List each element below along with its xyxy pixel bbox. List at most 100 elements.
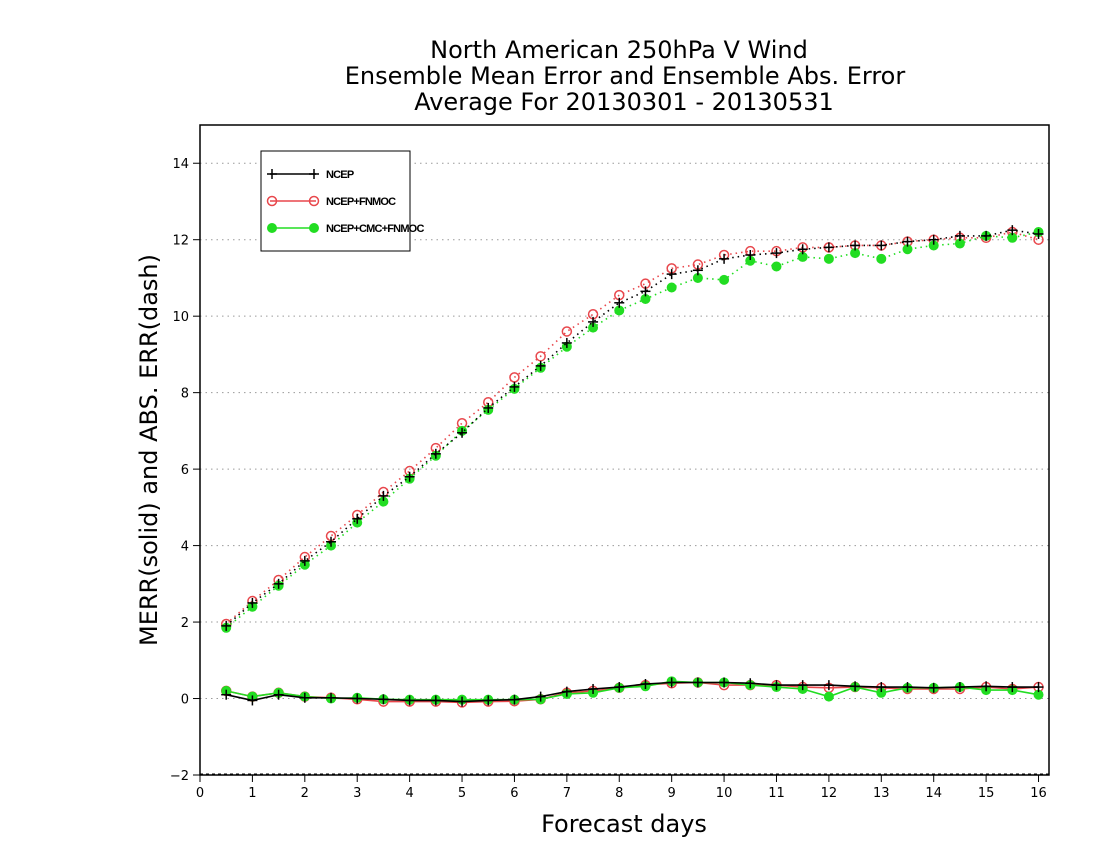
abs-err-point bbox=[561, 337, 572, 348]
chart-title: North American 250hPa V Wind Ensemble Me… bbox=[345, 36, 906, 116]
y-tick-label: −2 bbox=[170, 769, 189, 784]
plot-series bbox=[220, 225, 1044, 708]
abs-err-point bbox=[1033, 228, 1044, 239]
x-tick-label: 1 bbox=[248, 786, 256, 801]
abs-err-point bbox=[509, 381, 520, 392]
merr-point bbox=[561, 686, 572, 697]
y-tick-label: 8 bbox=[181, 387, 189, 402]
x-tick-label: 8 bbox=[615, 786, 623, 801]
abs-err-line bbox=[225, 231, 1039, 629]
abs-err-point bbox=[981, 230, 992, 241]
chart-title-line-3: Average For 20130301 - 20130531 bbox=[414, 88, 834, 116]
y-tick-label: 6 bbox=[181, 463, 189, 478]
x-tick-label: 14 bbox=[925, 786, 942, 801]
x-tick-label: 3 bbox=[353, 786, 361, 801]
merr-point bbox=[745, 678, 756, 689]
abs-err-point bbox=[1007, 225, 1018, 236]
legend-marker bbox=[308, 195, 320, 207]
merr-point bbox=[299, 692, 310, 703]
y-axis-ticks: −2 0 2 4 6 8 10 12 14 bbox=[170, 157, 200, 784]
abs-err-point bbox=[797, 244, 808, 255]
merr-point bbox=[614, 682, 625, 693]
x-tick-label: 4 bbox=[405, 786, 413, 801]
plot-frame bbox=[199, 124, 1050, 776]
abs-err-point bbox=[430, 448, 441, 459]
y-tick-label: 4 bbox=[181, 540, 189, 555]
merr-point bbox=[981, 681, 992, 692]
merr-point bbox=[928, 682, 939, 693]
x-axis-label: Forecast days bbox=[541, 810, 707, 838]
abs-err-point bbox=[771, 261, 782, 272]
legend-marker bbox=[267, 169, 277, 179]
chart-title-line-1: North American 250hPa V Wind bbox=[430, 36, 808, 64]
abs-err-point bbox=[404, 471, 415, 482]
x-axis-ticks: 0 1 2 3 4 5 6 7 8 9 10 11 12 13 14 15 16 bbox=[196, 775, 1047, 801]
abs-err-point bbox=[902, 236, 913, 247]
legend-label: NCEP bbox=[326, 169, 354, 181]
abs-err-point bbox=[640, 286, 651, 297]
abs-err-point bbox=[535, 360, 546, 371]
abs-err-point bbox=[850, 240, 861, 251]
abs-err-point bbox=[614, 297, 625, 308]
legend: NCEP NCEP+FNMOC NCEP+CMC+FNMOC bbox=[260, 150, 425, 252]
y-tick-label: 0 bbox=[181, 693, 189, 708]
merr-point bbox=[666, 677, 677, 688]
x-tick-label: 11 bbox=[768, 786, 785, 801]
merr-point bbox=[823, 691, 834, 702]
abs-err-point bbox=[745, 250, 756, 260]
x-tick-label: 5 bbox=[458, 786, 466, 801]
series-ncep bbox=[221, 225, 1044, 707]
y-tick-label: 2 bbox=[181, 616, 189, 631]
merr-point bbox=[326, 692, 337, 703]
merr-point bbox=[273, 689, 284, 700]
abs-err-point bbox=[273, 578, 284, 589]
merr-point bbox=[1007, 682, 1018, 693]
merr-point bbox=[876, 682, 887, 693]
merr-point bbox=[588, 683, 599, 694]
legend-entry: NCEP bbox=[267, 169, 355, 181]
merr-point bbox=[771, 680, 782, 691]
legend-entry: NCEP+CMC+FNMOC bbox=[267, 223, 425, 235]
merr-line bbox=[226, 681, 1039, 703]
y-tick-label: 12 bbox=[172, 234, 189, 249]
merr-point bbox=[247, 695, 258, 706]
merr-point bbox=[509, 694, 520, 705]
abs-err-point bbox=[483, 402, 494, 413]
legend-marker bbox=[266, 195, 278, 207]
abs-err-point bbox=[535, 351, 546, 362]
abs-err-point bbox=[719, 274, 730, 285]
merr-point bbox=[719, 677, 730, 688]
y-gridlines bbox=[200, 162, 1049, 775]
x-tick-label: 6 bbox=[510, 786, 518, 801]
series-ncep-fnmoc bbox=[220, 226, 1044, 708]
legend-entry: NCEP+FNMOC bbox=[266, 195, 397, 208]
merr-point bbox=[1033, 682, 1044, 693]
abs-err-point bbox=[457, 427, 468, 438]
y-axis-label: MERR(solid) and ABS. ERR(dash) bbox=[135, 254, 163, 646]
merr-point bbox=[483, 695, 494, 706]
abs-err-point bbox=[666, 282, 677, 293]
abs-err-point bbox=[666, 269, 677, 280]
merr-point bbox=[457, 696, 468, 707]
abs-err-point bbox=[928, 234, 939, 245]
abs-err-point bbox=[378, 490, 389, 501]
abs-err-point bbox=[326, 536, 337, 547]
merr-point bbox=[430, 695, 441, 706]
x-tick-label: 12 bbox=[821, 786, 838, 801]
abs-err-point bbox=[692, 265, 703, 276]
merr-point bbox=[352, 693, 363, 704]
y-tick-label: 14 bbox=[172, 157, 189, 172]
abs-err-point bbox=[823, 253, 834, 264]
merr-point bbox=[902, 682, 913, 693]
merr-point bbox=[692, 677, 703, 688]
x-tick-label: 10 bbox=[716, 786, 733, 801]
x-tick-label: 16 bbox=[1030, 786, 1047, 801]
merr-point bbox=[954, 682, 965, 693]
legend-label: NCEP+FNMOC bbox=[326, 196, 396, 208]
abs-err-point bbox=[876, 240, 887, 251]
merr-point bbox=[850, 681, 861, 692]
legend-marker bbox=[267, 223, 277, 233]
abs-err-point bbox=[247, 597, 258, 608]
abs-err-point bbox=[299, 555, 310, 566]
